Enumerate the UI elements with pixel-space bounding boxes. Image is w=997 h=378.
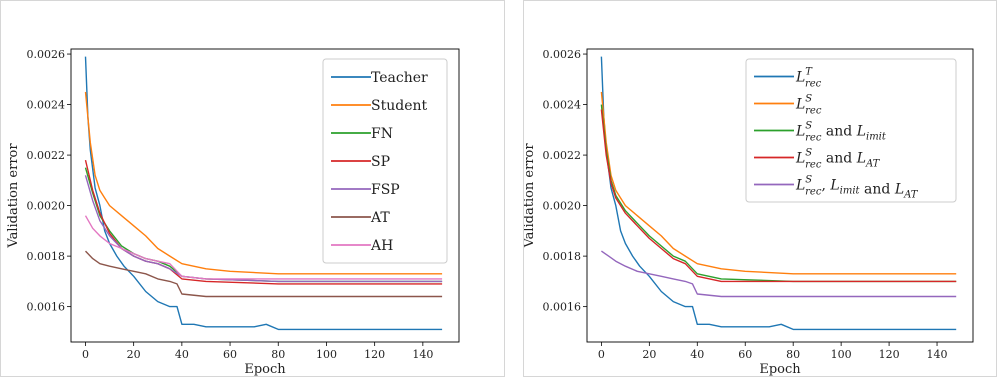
legend-label-0: Teacher: [371, 70, 428, 86]
plot-frame: [70, 48, 460, 343]
series-line-1: [600, 91, 957, 275]
right-chart: 0 20 40 60 80 100 120 140 0.0016 0.0018 0.0020 0.00…: [524, 48, 974, 377]
series-line-0: [600, 56, 957, 331]
x-tick-label: 60: [738, 348, 752, 361]
y-tick-label: 0.0020: [27, 200, 66, 213]
x-tick-label: 120: [879, 348, 900, 361]
legend-label-3: SP: [371, 154, 390, 170]
legend-label-4: LS rec, Limit and LAT: [795, 175, 919, 201]
x-tick-label: 20: [127, 348, 141, 361]
legend-label-1: LS rec: [795, 94, 822, 117]
legend-label-0: LT rec: [795, 67, 822, 90]
right-figure: 0 20 40 60 80 100 120 140 0.0016 0.0018 0.0020 0.00…: [523, 0, 997, 377]
legend-label-3: LS rec and LAT: [795, 148, 881, 171]
x-axis-label: Epoch: [244, 362, 286, 377]
legend-label-4: FSP: [371, 182, 400, 198]
series-line-2: [600, 104, 957, 283]
y-tick-label: 0.0024: [27, 99, 66, 112]
legend-label-2: LS rec and Limit: [795, 121, 887, 144]
y-tick-label: 0.0026: [27, 48, 66, 61]
series-line-3: [600, 109, 957, 283]
y-tick-label: 0.0022: [543, 149, 582, 162]
plot-frame: [586, 48, 974, 343]
x-tick-label: 0: [598, 348, 605, 361]
x-tick-label: 0: [82, 348, 89, 361]
legend-label-2: FN: [371, 126, 393, 142]
x-tick-label: 40: [690, 348, 704, 361]
legend-box: [745, 58, 957, 203]
y-tick-label: 0.0026: [543, 48, 582, 61]
x-tick-label: 20: [642, 348, 656, 361]
y-tick-label: 0.0016: [543, 301, 582, 314]
x-tick-label: 100: [831, 348, 852, 361]
left-figure: 0 20 40 60 80 100 120 140 0.0016 0.0018 0.0020 0.00…: [0, 0, 505, 377]
legend-label-1: Student: [371, 98, 427, 114]
y-axis-label: Validation error: [6, 143, 21, 249]
y-tick-label: 0.0024: [543, 99, 582, 112]
series-line-0: [84, 56, 443, 331]
y-axis-label: Validation error: [524, 143, 537, 249]
y-tick-label: 0.0016: [27, 301, 66, 314]
x-tick-label: 40: [175, 348, 189, 361]
legend-label-6: AH: [370, 238, 393, 254]
x-tick-label: 120: [364, 348, 385, 361]
legend-label-5: AT: [370, 210, 390, 226]
series-line-1: [84, 91, 443, 275]
x-tick-label: 80: [271, 348, 285, 361]
y-tick-label: 0.0022: [27, 149, 66, 162]
legend-box: [322, 58, 448, 264]
x-tick-label: 80: [786, 348, 800, 361]
x-tick-label: 140: [927, 348, 948, 361]
x-tick-label: 100: [316, 348, 337, 361]
left-chart: 0 20 40 60 80 100 120 140 0.0016 0.0018 0.0020 0.00…: [6, 48, 460, 377]
series-line-6: [84, 215, 443, 280]
x-axis-label: Epoch: [759, 362, 801, 377]
y-tick-label: 0.0018: [27, 250, 66, 263]
y-tick-label: 0.0020: [543, 200, 582, 213]
series-line-4: [601, 250, 957, 298]
x-tick-label: 60: [223, 348, 237, 361]
x-tick-label: 140: [412, 348, 433, 361]
series-line-5: [84, 250, 443, 298]
y-tick-label: 0.0018: [543, 250, 582, 263]
